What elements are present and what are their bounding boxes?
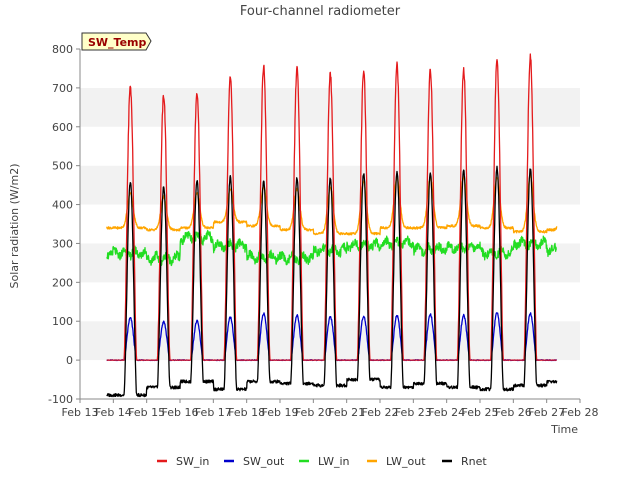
legend-label-sw-in: SW_in [176, 455, 209, 468]
y-tick-label: 0 [66, 354, 73, 367]
background-bands [80, 49, 580, 399]
y-tick-label: 800 [52, 43, 73, 56]
series-layer [106, 53, 558, 398]
legend-label-sw-out: SW_out [243, 455, 285, 468]
x-tick-label: Feb 19 [262, 406, 299, 419]
grid-band [80, 360, 580, 399]
y-tick-label: 100 [52, 315, 73, 328]
x-tick-label: Feb 26 [495, 406, 532, 419]
grid-band [80, 87, 580, 127]
x-tick-label: Feb 28 [562, 406, 599, 419]
x-tick-label: Feb 23 [395, 406, 432, 419]
grid-band [80, 321, 580, 361]
y-tick-label: 300 [52, 237, 73, 250]
y-tick-label: 500 [52, 160, 73, 173]
x-axis-label: Time [550, 423, 578, 436]
chart-title: Four-channel radiometer [240, 4, 401, 19]
legend-label-rnet: Rnet [461, 455, 487, 468]
x-tick-label: Feb 20 [295, 406, 332, 419]
y-tick-label: 600 [52, 121, 73, 134]
y-tick-label: 400 [52, 199, 73, 212]
y-tick-label: -100 [48, 393, 73, 406]
series-line-rnet [106, 165, 558, 398]
x-tick-label: Feb 13 [62, 406, 99, 419]
x-tick-label: Feb 25 [462, 406, 499, 419]
x-tick-label: Feb 24 [428, 406, 465, 419]
x-tick-label: Feb 22 [362, 406, 399, 419]
x-tick-label: Feb 18 [228, 406, 265, 419]
series-line-sw-in [106, 53, 557, 361]
series-line-lw-in [106, 229, 557, 267]
y-tick-label: 200 [52, 276, 73, 289]
annotation-label: SW_Temp [88, 36, 147, 49]
sw-temp-annotation: SW_Temp [81, 32, 152, 51]
y-axis-label: Solar radiation (W/m2) [8, 163, 21, 288]
legend-label-lw-out: LW_out [386, 455, 426, 468]
grid-band [80, 204, 580, 244]
x-tick-label: Feb 21 [328, 406, 365, 419]
legend-label-lw-in: LW_in [318, 455, 350, 468]
grid-band [80, 126, 580, 166]
x-tick-label: Feb 15 [128, 406, 165, 419]
x-tick-label: Feb 14 [95, 406, 132, 419]
x-tick-label: Feb 17 [195, 406, 232, 419]
legend: SW_in SW_out LW_in LW_out Rnet [157, 455, 487, 468]
grid-band [80, 282, 580, 322]
x-tick-label: Feb 16 [162, 406, 199, 419]
y-tick-label: 700 [52, 82, 73, 95]
x-tick-label: Feb 27 [528, 406, 565, 419]
